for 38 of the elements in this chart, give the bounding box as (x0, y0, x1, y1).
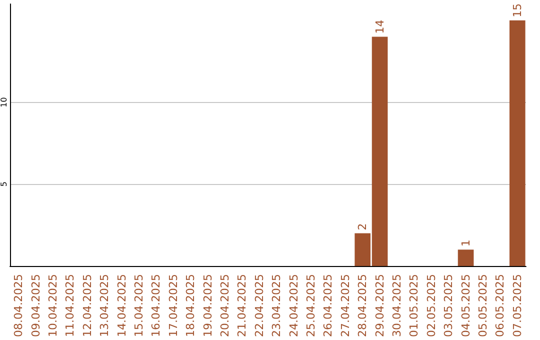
x-tick-label: 28.04.2025 (356, 274, 370, 338)
x-tick-label: 06.05.2025 (494, 274, 507, 338)
data-label: 14 (373, 20, 386, 34)
x-tick-label: 03.05.2025 (442, 274, 456, 338)
x-tick-label: 17.04.2025 (166, 274, 180, 338)
x-tick-label: 25.04.2025 (304, 274, 318, 338)
x-tick-label: 20.04.2025 (218, 274, 232, 338)
x-tick-label: 01.05.2025 (408, 274, 421, 338)
x-tick-label: 29.04.2025 (373, 274, 386, 338)
y-tick-label: 10 (0, 97, 8, 108)
x-tick-label: 11.04.2025 (64, 274, 77, 338)
x-tick-label: 10.04.2025 (46, 274, 60, 338)
x-tick-label: 15.04.2025 (132, 274, 146, 338)
x-tick-label: 26.04.2025 (322, 274, 335, 338)
data-label: 2 (356, 223, 370, 230)
x-tick-label: 22.04.2025 (252, 274, 266, 338)
x-tick-label: 07.05.2025 (510, 274, 524, 338)
bar (458, 250, 474, 266)
x-tick-label: 21.04.2025 (236, 274, 249, 338)
x-tick-label: 13.04.2025 (98, 274, 112, 338)
x-tick-label: 04.05.2025 (459, 274, 472, 338)
x-tick-label: 19.04.2025 (201, 274, 214, 338)
x-tick-label: 27.04.2025 (338, 274, 352, 338)
data-label: 1 (459, 240, 472, 247)
x-tick-label: 14.04.2025 (115, 274, 128, 338)
x-tick-label: 02.05.2025 (424, 274, 438, 338)
bar (509, 20, 526, 266)
x-tick-label: 12.04.2025 (80, 274, 94, 338)
x-tick-label: 23.04.2025 (270, 274, 284, 338)
x-tick-label: 30.04.2025 (390, 274, 404, 338)
x-tick-label: 24.04.2025 (287, 274, 300, 338)
data-label: 15 (510, 3, 524, 18)
x-tick-label: 09.04.2025 (29, 274, 42, 338)
x-tick-label: 05.05.2025 (476, 274, 490, 338)
x-tick-label: 08.04.2025 (12, 274, 26, 338)
x-tick-label: 16.04.2025 (150, 274, 163, 338)
y-tick-label: 5 (0, 182, 8, 187)
x-tick-label: 18.04.2025 (184, 274, 198, 338)
